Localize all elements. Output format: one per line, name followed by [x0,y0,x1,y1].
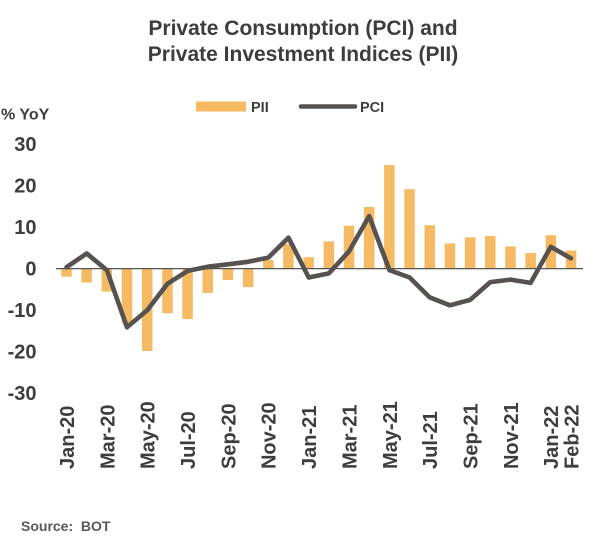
svg-text:-20: -20 [8,341,37,363]
svg-text:Jul-20: Jul-20 [178,411,200,469]
svg-text:-30: -30 [8,383,37,405]
svg-text:May-21: May-21 [380,401,402,469]
svg-text:10: 10 [14,217,36,239]
svg-text:Mar-21: Mar-21 [339,405,361,469]
svg-text:Feb-22: Feb-22 [561,405,583,469]
svg-text:Jan-22: Jan-22 [541,406,563,469]
svg-text:Jul-21: Jul-21 [420,411,442,469]
svg-text:Jan-21: Jan-21 [299,406,321,469]
svg-text:20: 20 [14,175,36,197]
svg-text:0: 0 [25,258,36,280]
svg-text:Private Consumption (PCI) and: Private Consumption (PCI) and [148,17,457,40]
svg-text:-10: -10 [8,300,37,322]
svg-text:Jan-20: Jan-20 [57,406,79,469]
svg-text:Sep-21: Sep-21 [461,403,483,469]
svg-text:Private Investment Indices (PI: Private Investment Indices (PII) [148,43,458,66]
svg-text:May-20: May-20 [138,401,160,469]
svg-text:30: 30 [14,134,36,156]
svg-text:Source: BOT: Source: BOT [21,518,111,534]
svg-text:PII: PII [251,100,269,116]
svg-text:Nov-21: Nov-21 [501,402,523,469]
svg-text:% YoY: % YoY [1,107,50,124]
svg-text:Mar-20: Mar-20 [97,405,119,469]
svg-text:Nov-20: Nov-20 [259,402,281,469]
svg-text:PCI: PCI [360,100,384,116]
svg-text:Sep-20: Sep-20 [218,403,240,469]
